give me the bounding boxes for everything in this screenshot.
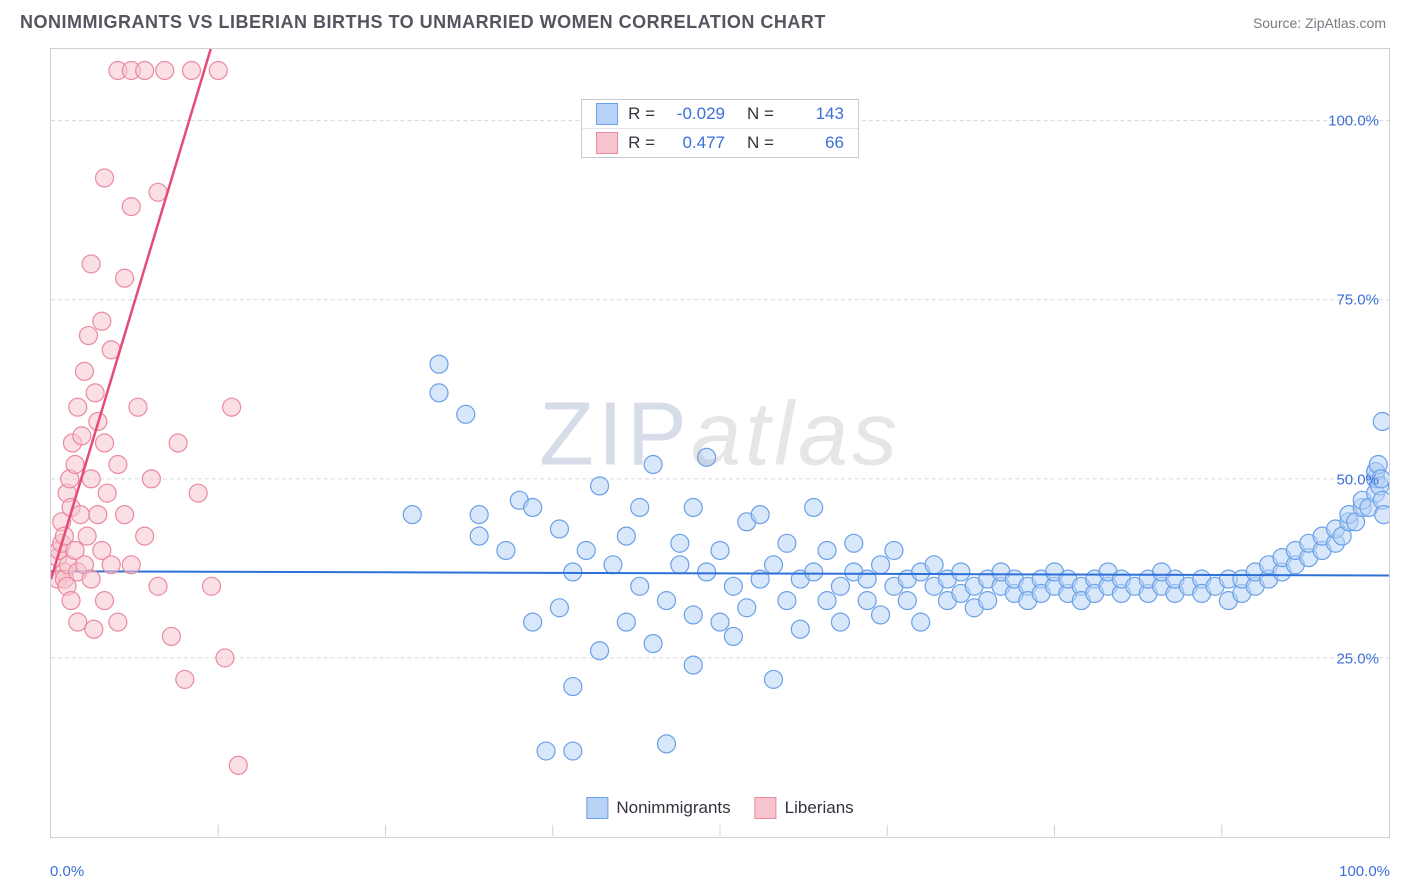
n-label: N = <box>747 133 774 153</box>
x-tick-max: 100.0% <box>1339 863 1390 880</box>
legend-label: Nonimmigrants <box>616 798 730 818</box>
correlation-stats-legend: R = -0.029 N = 143 R = 0.477 N = 66 <box>581 99 859 158</box>
scatter-chart-svg <box>51 49 1389 837</box>
y-tick-label: 50.0% <box>1336 471 1379 488</box>
chart-plot-area: ZIPatlas R =-0.029N =143R =0.477N =66 25… <box>50 48 1390 838</box>
source-label: Source: <box>1253 15 1305 31</box>
y-tick-label: 25.0% <box>1336 651 1379 668</box>
r-value: 0.477 <box>665 133 725 153</box>
x-tick-labels: 0.0% 100.0% <box>50 863 1390 880</box>
series-swatch <box>596 132 618 154</box>
r-value: -0.029 <box>665 104 725 124</box>
legend-item: Nonimmigrants <box>586 797 730 819</box>
n-value: 143 <box>784 104 844 124</box>
stats-row: R = -0.029 N = 143 <box>582 100 858 128</box>
chart-title: NONIMMIGRANTS VS LIBERIAN BIRTHS TO UNMA… <box>20 12 826 33</box>
source-attribution: Source: ZipAtlas.com <box>1253 15 1386 31</box>
y-tick-label: 75.0% <box>1336 292 1379 309</box>
r-label: R = <box>628 133 655 153</box>
legend-swatch <box>755 797 777 819</box>
legend-swatch <box>586 797 608 819</box>
legend-item: Liberians <box>755 797 854 819</box>
source-name: ZipAtlas.com <box>1305 15 1386 31</box>
stats-row: R = 0.477 N = 66 <box>582 128 858 157</box>
n-label: N = <box>747 104 774 124</box>
chart-header: NONIMMIGRANTS VS LIBERIAN BIRTHS TO UNMA… <box>0 0 1406 41</box>
legend-label: Liberians <box>785 798 854 818</box>
x-tick-min: 0.0% <box>50 863 84 880</box>
r-label: R = <box>628 104 655 124</box>
y-tick-label: 100.0% <box>1328 112 1379 129</box>
series-legend: Nonimmigrants Liberians <box>586 797 853 819</box>
series-swatch <box>596 103 618 125</box>
n-value: 66 <box>784 133 844 153</box>
